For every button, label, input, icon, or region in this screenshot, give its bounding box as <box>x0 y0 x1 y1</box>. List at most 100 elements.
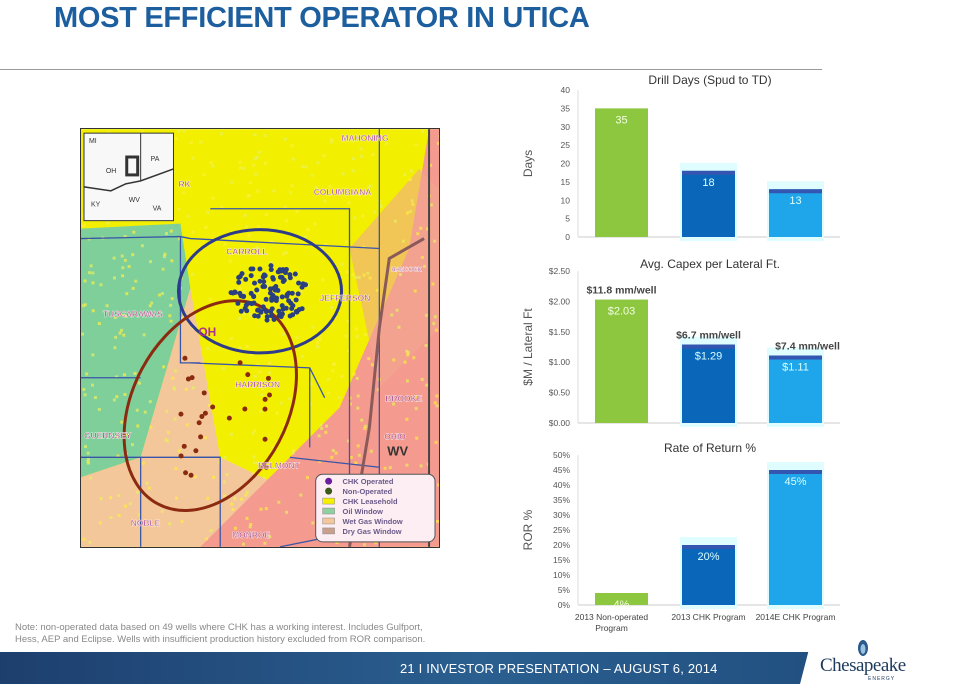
leasehold-speckle <box>135 408 139 412</box>
y-tick-label: 50% <box>553 450 570 460</box>
leasehold-speckle <box>434 440 438 444</box>
leasehold-speckle <box>81 332 85 336</box>
leasehold-speckle <box>242 290 246 294</box>
leasehold-speckle <box>383 466 387 470</box>
y-tick-label: $1.00 <box>549 357 571 367</box>
leasehold-speckle <box>206 346 210 350</box>
leasehold-speckle <box>277 500 281 504</box>
leasehold-speckle <box>362 273 366 277</box>
leasehold-speckle <box>143 410 147 414</box>
leasehold-speckle <box>279 401 283 405</box>
leasehold-speckle <box>331 449 335 453</box>
leasehold-speckle <box>256 189 260 193</box>
data-label: 18 <box>702 177 714 189</box>
leasehold-speckle <box>223 456 227 460</box>
leasehold-speckle <box>105 304 109 308</box>
leasehold-speckle <box>263 301 267 305</box>
leasehold-speckle <box>406 353 410 357</box>
inset-focus-box <box>125 155 140 177</box>
leasehold-speckle <box>253 133 257 137</box>
chk-operated-well <box>270 275 276 281</box>
chk-operated-well <box>286 298 292 304</box>
leasehold-speckle <box>331 363 335 367</box>
leasehold-speckle <box>340 374 344 378</box>
leasehold-speckle <box>399 273 402 277</box>
county-boundary <box>180 456 221 547</box>
leasehold-speckle <box>323 243 327 247</box>
leasehold-speckle <box>260 393 264 397</box>
leasehold-speckle <box>248 181 252 185</box>
non-operated-well <box>193 448 199 454</box>
bar-cap <box>769 355 822 360</box>
leasehold-speckle <box>242 312 246 316</box>
leasehold-speckle <box>321 246 325 250</box>
leasehold-speckle <box>238 160 242 164</box>
leasehold-speckle <box>174 137 178 141</box>
leasehold-speckle <box>313 222 317 226</box>
state-boundary <box>348 237 425 547</box>
leasehold-speckle <box>311 521 315 525</box>
leasehold-speckle <box>344 334 348 338</box>
leasehold-speckle <box>191 230 195 234</box>
leasehold-speckle <box>169 303 173 307</box>
legend-swatch <box>322 507 335 515</box>
leasehold-speckle <box>433 401 437 405</box>
leasehold-speckle <box>429 203 433 207</box>
leasehold-speckle <box>81 304 85 308</box>
chk-operated-well <box>235 300 241 306</box>
leasehold-speckle <box>435 404 439 408</box>
leasehold-speckle <box>415 436 419 440</box>
leasehold-speckle <box>112 276 116 280</box>
leasehold-speckle <box>185 423 189 427</box>
leasehold-speckle <box>309 382 313 386</box>
leasehold-speckle <box>248 313 252 317</box>
leasehold-speckle <box>369 449 373 453</box>
leasehold-speckle <box>410 169 413 173</box>
leasehold-speckle <box>84 445 88 449</box>
leasehold-speckle <box>182 191 186 195</box>
leasehold-speckle <box>245 490 249 494</box>
leasehold-speckle <box>177 207 181 211</box>
legend-label: Wet Gas Window <box>343 517 403 526</box>
data-label: $2.03 <box>608 306 636 318</box>
leasehold-speckle <box>174 467 178 471</box>
y-tick-label: $1.50 <box>549 327 571 337</box>
leasehold-speckle <box>272 189 276 193</box>
leasehold-speckle <box>237 316 241 320</box>
leasehold-speckle <box>369 184 373 188</box>
chk-operated-well <box>243 276 249 282</box>
non-operated-well <box>237 360 243 366</box>
leasehold-speckle <box>408 210 412 214</box>
leasehold-speckle <box>329 140 333 144</box>
leasehold-speckle <box>433 315 437 319</box>
county-label: MAHONING <box>342 133 389 143</box>
leasehold-speckle <box>270 240 274 244</box>
leasehold-speckle <box>148 304 152 308</box>
leasehold-speckle <box>121 274 125 278</box>
leasehold-speckle <box>416 232 420 236</box>
leasehold-speckle <box>414 406 418 410</box>
leasehold-speckle <box>363 332 367 336</box>
leasehold-speckle <box>145 481 149 485</box>
leasehold-speckle <box>170 297 174 301</box>
leasehold-speckle <box>356 444 360 448</box>
leasehold-speckle <box>296 296 300 300</box>
leasehold-speckle <box>315 345 319 349</box>
inset-frame <box>83 132 174 222</box>
leasehold-speckle <box>91 309 95 313</box>
x-tick-label: Program <box>595 623 628 633</box>
footer-text: 21 I INVESTOR PRESENTATION – AUGUST 6, 2… <box>400 661 718 676</box>
inset-label: OH <box>106 168 116 175</box>
leasehold-speckle <box>275 411 279 415</box>
non-operated-well <box>226 415 232 421</box>
leasehold-speckle <box>306 283 310 287</box>
leasehold-speckle <box>239 497 243 501</box>
leasehold-speckle <box>98 521 102 525</box>
footnote-line: Note: non-operated data based on 49 well… <box>15 622 423 633</box>
x-tick-label: 2014E CHK Program <box>756 612 836 622</box>
y-tick-label: 40% <box>553 480 570 490</box>
leasehold-speckle <box>256 291 260 295</box>
leasehold-speckle <box>124 504 128 508</box>
leasehold-speckle <box>221 367 225 371</box>
leasehold-speckle <box>334 451 338 455</box>
